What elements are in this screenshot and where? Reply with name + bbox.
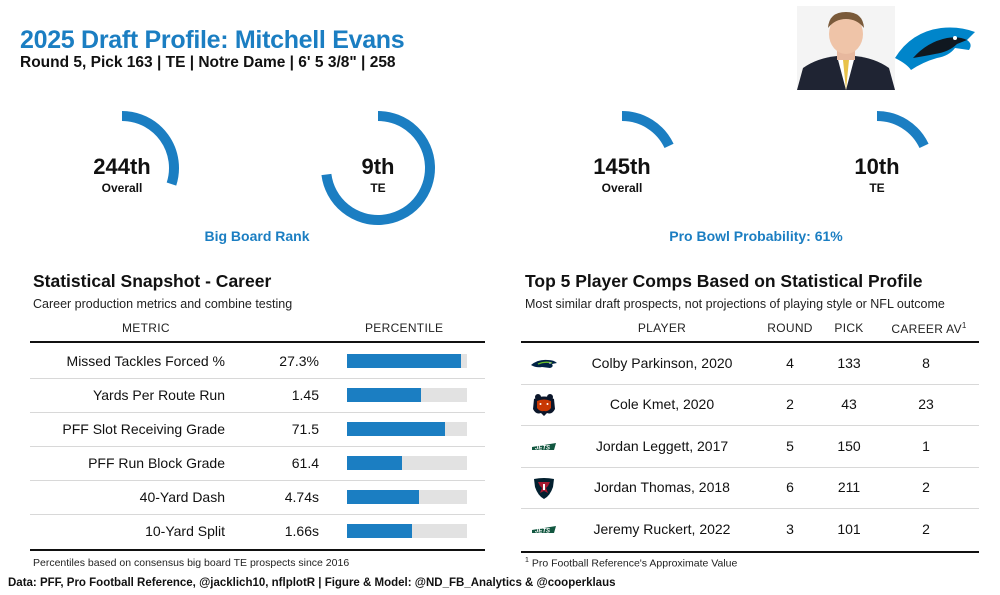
- round-column-header: ROUND: [767, 321, 813, 335]
- row-divider: [521, 466, 979, 468]
- metric-value: 71.5: [291, 421, 319, 437]
- row-divider: [521, 508, 979, 509]
- snapshot-header-rule: [30, 341, 485, 343]
- jets-logo-icon: JETS: [530, 435, 558, 459]
- percentile-bar-track: [347, 524, 467, 538]
- big-board-position-value: 9th: [361, 154, 395, 179]
- pro-bowl-caption: Pro Bowl Probability: 61%: [669, 228, 843, 244]
- pro-bowl-position-label: TE: [869, 181, 885, 195]
- metric-value: 61.4: [291, 455, 319, 471]
- comp-pick: 101: [837, 520, 861, 537]
- percentile-bar-track: [347, 354, 467, 368]
- pro-bowl-position-arc: [876, 111, 929, 149]
- comp-career-av: 2: [922, 520, 930, 537]
- metric-name: PFF Slot Receiving Grade: [62, 421, 225, 437]
- row-divider: [30, 514, 485, 515]
- percentile-bar: [347, 524, 412, 538]
- comp-round: 4: [786, 354, 794, 371]
- comps-subtitle: Most similar draft prospects, not projec…: [525, 297, 945, 311]
- comp-career-av: 8: [922, 354, 930, 371]
- row-divider: [30, 446, 485, 447]
- metric-name: PFF Run Block Grade: [88, 455, 225, 471]
- row-divider: [30, 480, 485, 481]
- comp-career-av: 23: [918, 396, 934, 413]
- pro-bowl-position-value: 10th: [854, 154, 900, 179]
- big-board-overall-label: Overall: [101, 181, 143, 195]
- big-board-position-label: TE: [370, 181, 386, 195]
- big-board-overall-arc: [121, 111, 179, 186]
- comp-pick: 133: [837, 354, 861, 371]
- pro-bowl-overall-label: Overall: [601, 181, 643, 195]
- percentile-bar-track: [347, 456, 467, 470]
- comp-round: 3: [786, 520, 794, 537]
- big-board-overall-value: 244th: [93, 154, 151, 179]
- comps-header-rule: [521, 341, 979, 343]
- comps-title: Top 5 Player Comps Based on Statistical …: [525, 271, 923, 291]
- big-board-caption: Big Board Rank: [204, 228, 310, 244]
- snapshot-footnote: Percentiles based on consensus big board…: [33, 557, 350, 569]
- big-board-position-arc: [321, 111, 435, 225]
- pro-bowl-overall-arc: [621, 111, 674, 149]
- percentile-bar: [347, 354, 461, 368]
- percentile-bar-track: [347, 490, 467, 504]
- row-divider: [521, 383, 979, 385]
- row-divider: [521, 425, 979, 426]
- percentile-bar: [347, 388, 422, 402]
- metric-column-header: METRIC: [122, 321, 170, 335]
- comps-bottom-rule: [521, 550, 979, 553]
- metric-name: 10-Yard Split: [145, 523, 225, 539]
- comp-round: 2: [786, 396, 794, 413]
- comp-round: 5: [786, 437, 794, 454]
- page-title: 2025 Draft Profile: Mitchell Evans: [20, 26, 405, 54]
- seahawks-logo-icon: [530, 352, 558, 376]
- snapshot-title: Statistical Snapshot - Career: [33, 271, 272, 291]
- metric-name: Yards Per Route Run: [92, 387, 225, 403]
- comps-footnote: 1 Pro Football Reference's Approximate V…: [525, 557, 738, 570]
- comp-pick: 211: [837, 479, 861, 496]
- metric-value: 1.45: [291, 387, 319, 403]
- texans-logo-icon: [530, 476, 558, 500]
- jets-logo-icon: JETS: [530, 518, 558, 542]
- panthers-logo-icon: [893, 18, 977, 72]
- row-divider: [30, 378, 485, 379]
- metric-name: Missed Tackles Forced %: [66, 353, 225, 369]
- percentile-bar: [347, 422, 446, 436]
- gauge-rings: [121, 111, 929, 225]
- svg-text:JETS: JETS: [535, 528, 550, 534]
- comp-player-name: Jordan Leggett, 2017: [595, 437, 729, 454]
- metric-value: 27.3%: [279, 353, 319, 369]
- comp-player-name: Jordan Thomas, 2018: [594, 479, 730, 496]
- player-subtitle: Round 5, Pick 163 | TE | Notre Dame | 6'…: [20, 54, 396, 71]
- comp-pick: 150: [837, 437, 861, 454]
- row-divider: [30, 412, 485, 413]
- career-av-column-header: CAREER AV1: [891, 321, 967, 336]
- comp-player-name: Jeremy Ruckert, 2022: [593, 520, 731, 537]
- percentile-column-header: PERCENTILE: [365, 321, 444, 335]
- bears-logo-icon: [530, 393, 558, 417]
- comp-career-av: 1: [922, 437, 930, 454]
- comp-player-name: Cole Kmet, 2020: [609, 396, 715, 413]
- data-credit: Data: PFF, Pro Football Reference, @jack…: [8, 577, 616, 589]
- percentile-bar-track: [347, 388, 467, 402]
- percentile-bar-track: [347, 422, 467, 436]
- metric-name: 40-Yard Dash: [139, 489, 225, 505]
- percentile-bar: [347, 490, 419, 504]
- pro-bowl-overall-value: 145th: [593, 154, 651, 179]
- player-headshot: [797, 6, 895, 90]
- comp-pick: 43: [841, 396, 857, 413]
- player-column-header: PLAYER: [637, 321, 687, 335]
- snapshot-bottom-rule: [30, 549, 485, 551]
- snapshot-subtitle: Career production metrics and combine te…: [33, 297, 293, 311]
- pick-column-header: PICK: [834, 321, 864, 335]
- comp-player-name: Colby Parkinson, 2020: [591, 354, 733, 371]
- comp-round: 6: [786, 479, 794, 496]
- metric-value: 4.74s: [284, 489, 319, 505]
- svg-text:JETS: JETS: [535, 445, 550, 451]
- percentile-bar: [347, 456, 403, 470]
- metric-value: 1.66s: [284, 523, 319, 539]
- comp-career-av: 2: [922, 479, 930, 496]
